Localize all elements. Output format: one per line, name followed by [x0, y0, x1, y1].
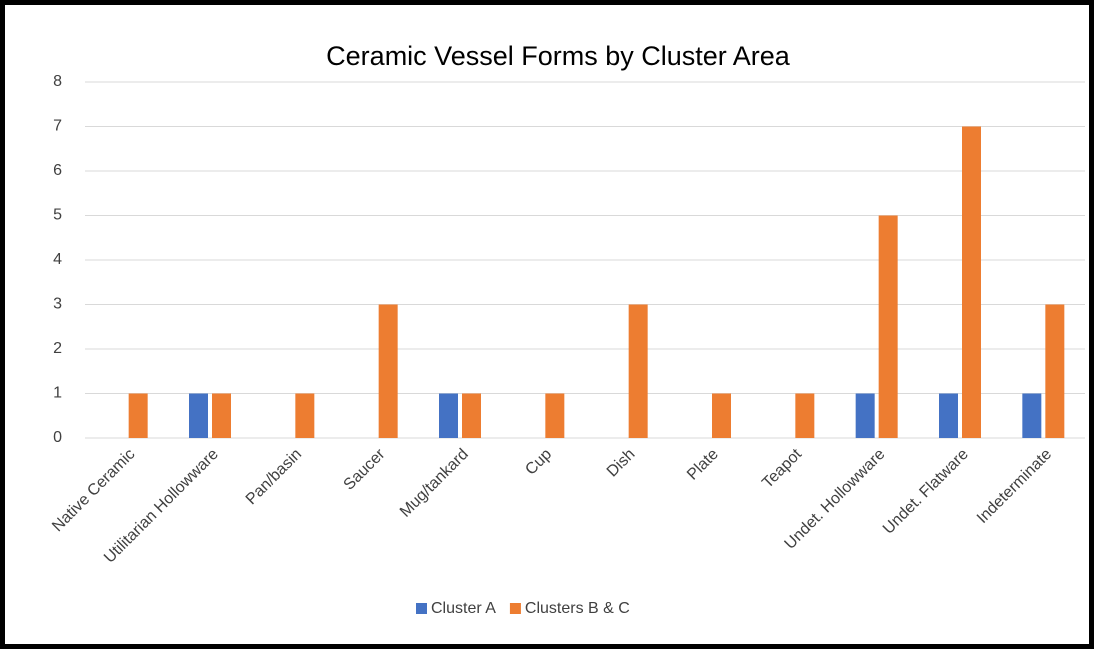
bar: [189, 393, 208, 438]
y-tick-label: 8: [53, 73, 62, 90]
y-tick-label: 1: [53, 385, 62, 402]
legend-label: Cluster A: [431, 600, 496, 617]
bar: [212, 393, 231, 438]
y-tick-label: 5: [53, 207, 62, 224]
y-tick-label: 3: [53, 296, 62, 313]
bar: [462, 393, 481, 438]
bar: [712, 393, 731, 438]
y-tick-label: 7: [53, 118, 62, 135]
y-tick-label: 4: [53, 251, 62, 268]
bar: [295, 393, 315, 438]
bar: [855, 393, 875, 438]
y-tick-label: 6: [53, 162, 62, 179]
bar: [628, 304, 648, 438]
y-tick-label: 2: [53, 340, 62, 357]
bar: [939, 393, 958, 438]
bar: [439, 393, 458, 438]
y-tick-label: 0: [53, 429, 62, 446]
bar: [128, 393, 148, 438]
chart-title: Ceramic Vessel Forms by Cluster Area: [326, 41, 791, 71]
bar: [545, 393, 565, 438]
legend-swatch: [509, 603, 521, 614]
bar: [878, 215, 898, 438]
bar: [1045, 304, 1065, 438]
bar: [962, 126, 981, 438]
legend-swatch: [416, 603, 427, 614]
bar: [378, 304, 398, 438]
bar: [795, 393, 815, 438]
legend-label: Clusters B & C: [525, 600, 630, 617]
bar: [1022, 393, 1042, 438]
